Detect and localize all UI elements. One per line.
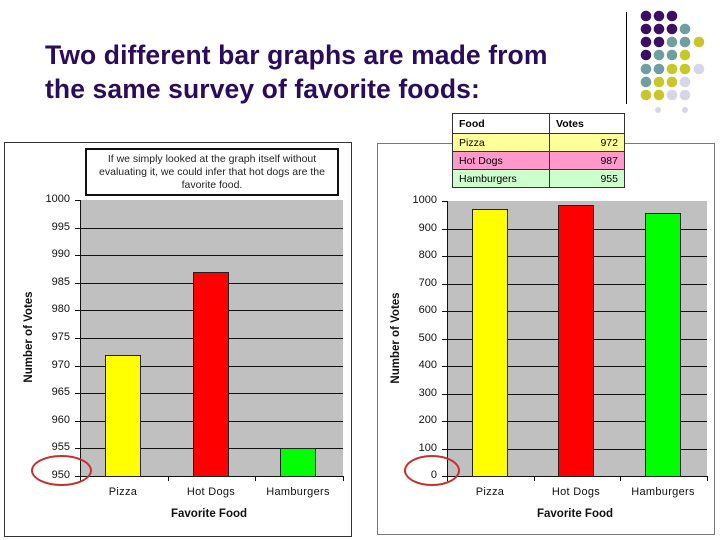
bar-hamburgers bbox=[645, 213, 681, 477]
row-food: Pizza bbox=[452, 133, 550, 152]
votes-table-header: Food Votes bbox=[452, 113, 625, 134]
y-tick bbox=[75, 393, 80, 394]
y-tick-label: 700 bbox=[418, 277, 437, 289]
y-tick-label: 965 bbox=[51, 386, 70, 398]
y-axis-title: Number of Votes bbox=[390, 291, 402, 384]
y-tick bbox=[75, 310, 80, 311]
x-axis-title: Favorite Food bbox=[170, 508, 248, 520]
y-tick-label: 995 bbox=[51, 221, 70, 233]
y-tick-label: 955 bbox=[51, 441, 70, 453]
bar-hamburgers bbox=[280, 448, 316, 477]
gridline bbox=[80, 228, 343, 229]
y-tick bbox=[75, 421, 80, 422]
y-tick bbox=[442, 339, 447, 340]
x-tick bbox=[534, 476, 535, 481]
x-category-label: Hamburgers bbox=[631, 486, 695, 498]
y-tick-label: 400 bbox=[418, 359, 437, 371]
y-tick bbox=[75, 255, 80, 256]
row-votes: 955 bbox=[549, 169, 625, 188]
bar-pizza bbox=[472, 209, 508, 477]
y-tick-label: 200 bbox=[418, 414, 437, 426]
y-tick bbox=[442, 229, 447, 230]
y-tick bbox=[442, 256, 447, 257]
y-tick bbox=[75, 200, 80, 201]
slide-title-line-2: the same survey of favorite foods: bbox=[45, 74, 480, 104]
x-tick bbox=[707, 476, 708, 481]
row-food: Hot Dogs bbox=[452, 151, 550, 170]
x-category-label: Hot Dogs bbox=[186, 486, 236, 498]
y-tick bbox=[75, 448, 80, 449]
table-row: Pizza 972 bbox=[452, 133, 625, 152]
x-category-label: Hamburgers bbox=[266, 486, 330, 498]
y-tick-label: 960 bbox=[51, 414, 70, 426]
row-votes: 987 bbox=[549, 151, 625, 170]
x-tick bbox=[168, 476, 169, 481]
slide-title: Two different bar graphs are made from t… bbox=[45, 38, 625, 106]
y-tick bbox=[442, 311, 447, 312]
y-tick-label: 500 bbox=[418, 332, 437, 344]
y-tick bbox=[75, 366, 80, 367]
x-category-label: Pizza bbox=[108, 486, 138, 498]
y-tick-label: 1000 bbox=[45, 193, 70, 205]
y-tick-label: 600 bbox=[418, 304, 437, 316]
bar-hot-dogs bbox=[193, 272, 229, 477]
decorative-dot-grid-icon bbox=[640, 10, 705, 113]
bar-hot-dogs bbox=[558, 205, 594, 477]
header-food: Food bbox=[452, 113, 550, 134]
title-divider bbox=[626, 12, 627, 104]
y-axis-title: Number of Votes bbox=[23, 291, 35, 383]
gridline bbox=[80, 255, 343, 256]
y-tick-label: 300 bbox=[418, 387, 437, 399]
votes-table: Food Votes Pizza 972 Hot Dogs 987 Hambur… bbox=[452, 113, 625, 188]
x-axis-title: Favorite Food bbox=[536, 508, 614, 520]
y-tick-label: 990 bbox=[51, 248, 70, 260]
y-tick-label: 985 bbox=[51, 276, 70, 288]
y-tick bbox=[75, 228, 80, 229]
chart-annotation-note: If we simply looked at the graph itself … bbox=[85, 148, 339, 196]
bar-pizza bbox=[105, 355, 141, 477]
y-tick-label: 100 bbox=[418, 442, 437, 454]
red-circle-highlight bbox=[404, 455, 460, 486]
y-tick bbox=[442, 449, 447, 450]
y-tick bbox=[442, 394, 447, 395]
y-tick bbox=[442, 201, 447, 202]
y-tick bbox=[442, 366, 447, 367]
x-tick bbox=[343, 476, 344, 481]
y-tick-label: 970 bbox=[51, 359, 70, 371]
y-tick-label: 980 bbox=[51, 303, 70, 315]
y-tick-label: 800 bbox=[418, 249, 437, 261]
x-category-label: Pizza bbox=[475, 486, 505, 498]
row-food: Hamburgers bbox=[452, 169, 550, 188]
row-votes: 972 bbox=[549, 133, 625, 152]
slide-title-line-1: Two different bar graphs are made from bbox=[45, 40, 548, 70]
y-tick bbox=[442, 421, 447, 422]
table-row: Hot Dogs 987 bbox=[452, 151, 625, 170]
y-tick-label: 900 bbox=[418, 222, 437, 234]
y-tick bbox=[442, 284, 447, 285]
x-tick bbox=[255, 476, 256, 481]
table-row: Hamburgers 955 bbox=[452, 169, 625, 188]
y-axis bbox=[80, 200, 81, 476]
x-tick bbox=[620, 476, 621, 481]
y-tick-label: 975 bbox=[51, 331, 70, 343]
y-tick-label: 1000 bbox=[412, 194, 437, 206]
y-axis bbox=[447, 201, 448, 476]
header-votes: Votes bbox=[549, 113, 625, 134]
x-category-label: Hot Dogs bbox=[551, 486, 601, 498]
y-tick bbox=[75, 338, 80, 339]
red-circle-highlight bbox=[31, 455, 92, 486]
y-tick bbox=[75, 283, 80, 284]
